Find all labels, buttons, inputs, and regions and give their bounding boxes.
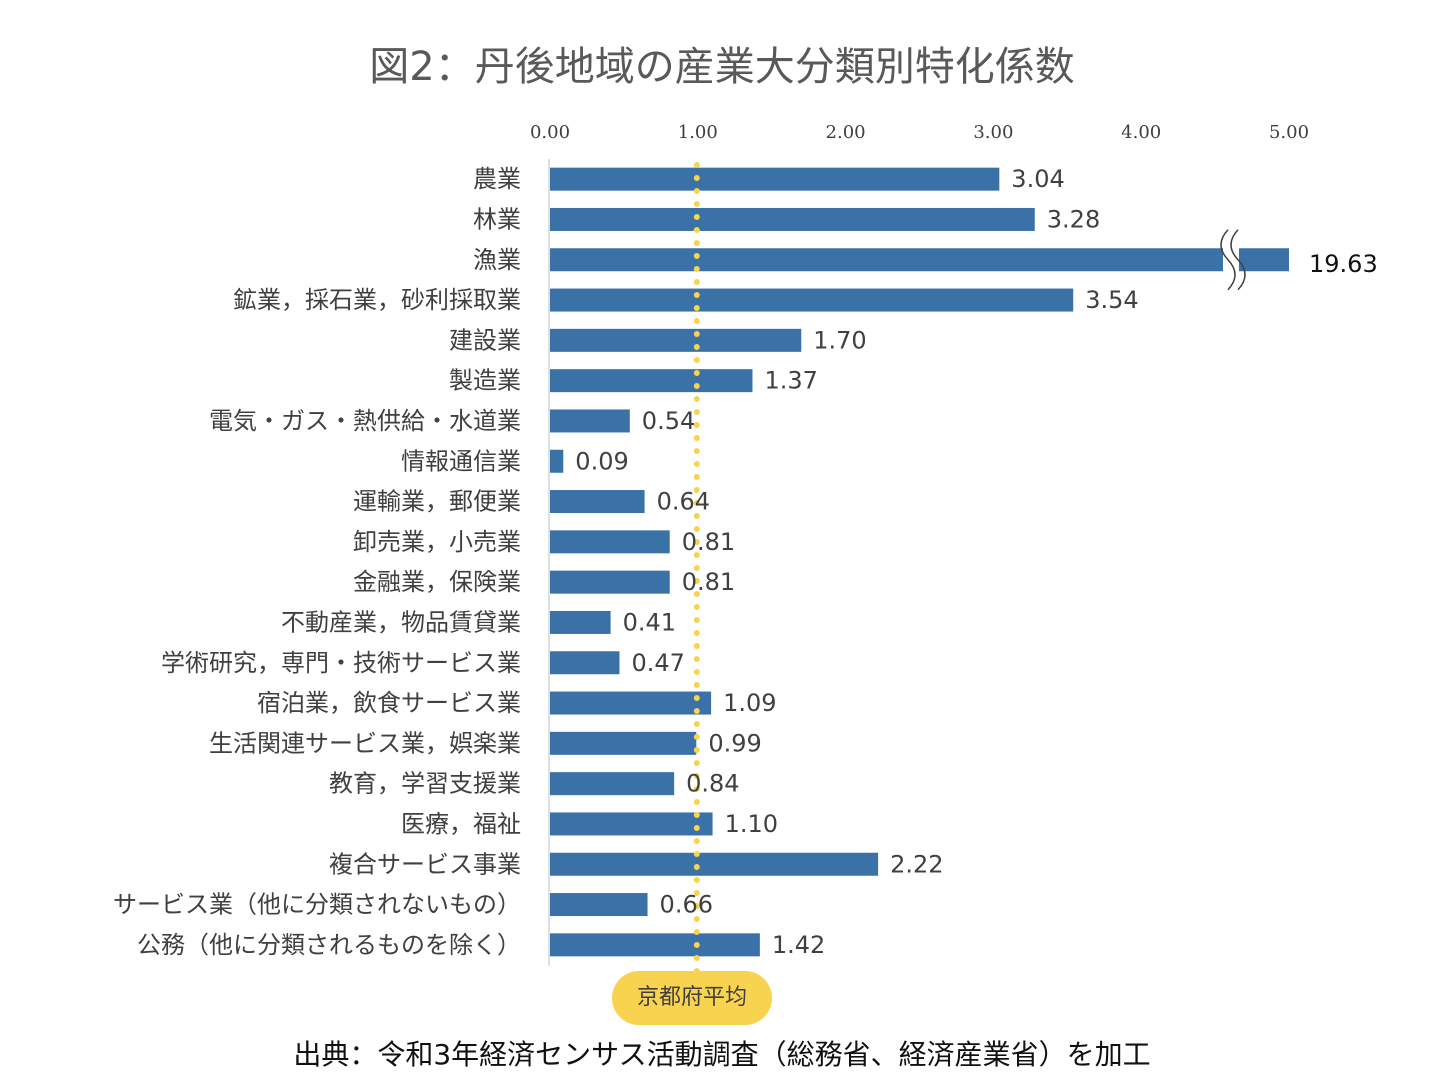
category-label: 金融業，保険業	[353, 568, 521, 596]
category-label: 複合サービス事業	[329, 850, 521, 878]
value-labels: 3.04 3.28 19.63 3.54 1.70 1.37 0.54 0.09 0.64 0.8…	[575, 165, 1377, 959]
value-label: 1.37	[764, 367, 817, 395]
bars	[550, 167, 1289, 957]
bar	[550, 490, 645, 514]
x-tick-label: 5.00	[1269, 122, 1309, 143]
value-label: 1.10	[725, 810, 778, 838]
value-label: 0.99	[708, 729, 761, 757]
axis-break-mark	[1220, 229, 1236, 291]
category-label: 鉱業，採石業，砂利採取業	[233, 286, 521, 314]
bar	[550, 610, 611, 634]
value-label: 0.84	[686, 770, 739, 798]
value-label: 0.09	[575, 447, 628, 475]
category-label: 製造業	[449, 367, 521, 395]
bar	[550, 288, 1074, 312]
value-label: 0.66	[660, 891, 713, 919]
chart-title: 図2：丹後地域の産業大分類別特化係数	[369, 44, 1075, 90]
bar	[550, 570, 670, 594]
category-label: 生活関連サービス業，娯楽業	[209, 729, 521, 757]
value-label: 1.09	[723, 689, 776, 717]
bar	[550, 731, 697, 755]
source-note: 出典：令和3年経済センサス活動調査（総務省、経済産業省）を加工	[293, 1038, 1151, 1071]
bar	[550, 933, 760, 957]
category-label: 医療，福祉	[401, 810, 521, 838]
bar	[550, 409, 630, 433]
category-label: 林業	[473, 205, 521, 233]
value-label: 1.42	[772, 931, 825, 959]
value-label: 19.63	[1309, 250, 1378, 278]
bar	[550, 852, 879, 876]
category-label: 卸売業，小売業	[353, 528, 521, 556]
bar	[550, 772, 675, 796]
value-label: 3.54	[1085, 286, 1138, 314]
category-label: 農業	[473, 165, 521, 193]
bar	[550, 449, 564, 473]
bar	[550, 248, 1289, 272]
category-label: 宿泊業，飲食サービス業	[257, 689, 521, 717]
axis-break-mark	[1230, 229, 1246, 291]
category-label: 建設業	[449, 326, 521, 354]
bar	[550, 893, 648, 917]
bar	[550, 369, 753, 393]
value-label: 2.22	[890, 850, 943, 878]
value-label: 0.81	[682, 568, 735, 596]
reference-line-label: 京都府平均	[612, 971, 772, 1025]
category-label: 電気・ガス・熱供給・水道業	[209, 407, 521, 435]
x-tick-label: 4.00	[1121, 122, 1161, 143]
category-label: 運輸業，郵便業	[353, 488, 521, 516]
value-label: 3.28	[1047, 205, 1100, 233]
x-tick-label: 2.00	[826, 122, 866, 143]
bar	[550, 328, 802, 352]
axis-break-gap	[1223, 244, 1239, 276]
category-labels: 農業林業漁業鉱業，採石業，砂利採取業建設業製造業電気・ガス・熱供給・水道業情報通…	[113, 165, 521, 959]
category-label: 情報通信業	[401, 447, 521, 475]
category-label: 公務（他に分類されるものを除く）	[137, 931, 521, 959]
value-label: 3.04	[1011, 165, 1064, 193]
x-axis-ticks: 0.00 1.00 2.00 3.00 4.00 5.00	[530, 122, 1309, 143]
category-label: 不動産業，物品賃貸業	[281, 608, 521, 636]
bar	[550, 167, 1000, 191]
bar	[550, 651, 620, 675]
value-label: 0.47	[631, 649, 684, 677]
bar	[550, 812, 713, 836]
value-label: 0.81	[682, 528, 735, 556]
value-label: 1.70	[813, 326, 866, 354]
x-tick-label: 1.00	[678, 122, 718, 143]
bar	[550, 530, 670, 554]
x-tick-label: 3.00	[973, 122, 1013, 143]
category-label: サービス業（他に分類されないもの）	[113, 891, 521, 919]
bar	[550, 207, 1035, 231]
value-label: 0.41	[623, 608, 676, 636]
bar	[550, 691, 712, 715]
value-label: 0.54	[642, 407, 695, 435]
value-label: 0.64	[657, 488, 710, 516]
category-label: 教育，学習支援業	[329, 770, 521, 798]
x-tick-label: 0.00	[530, 122, 570, 143]
category-label: 漁業	[473, 246, 521, 274]
category-label: 学術研究，専門・技術サービス業	[161, 649, 521, 677]
